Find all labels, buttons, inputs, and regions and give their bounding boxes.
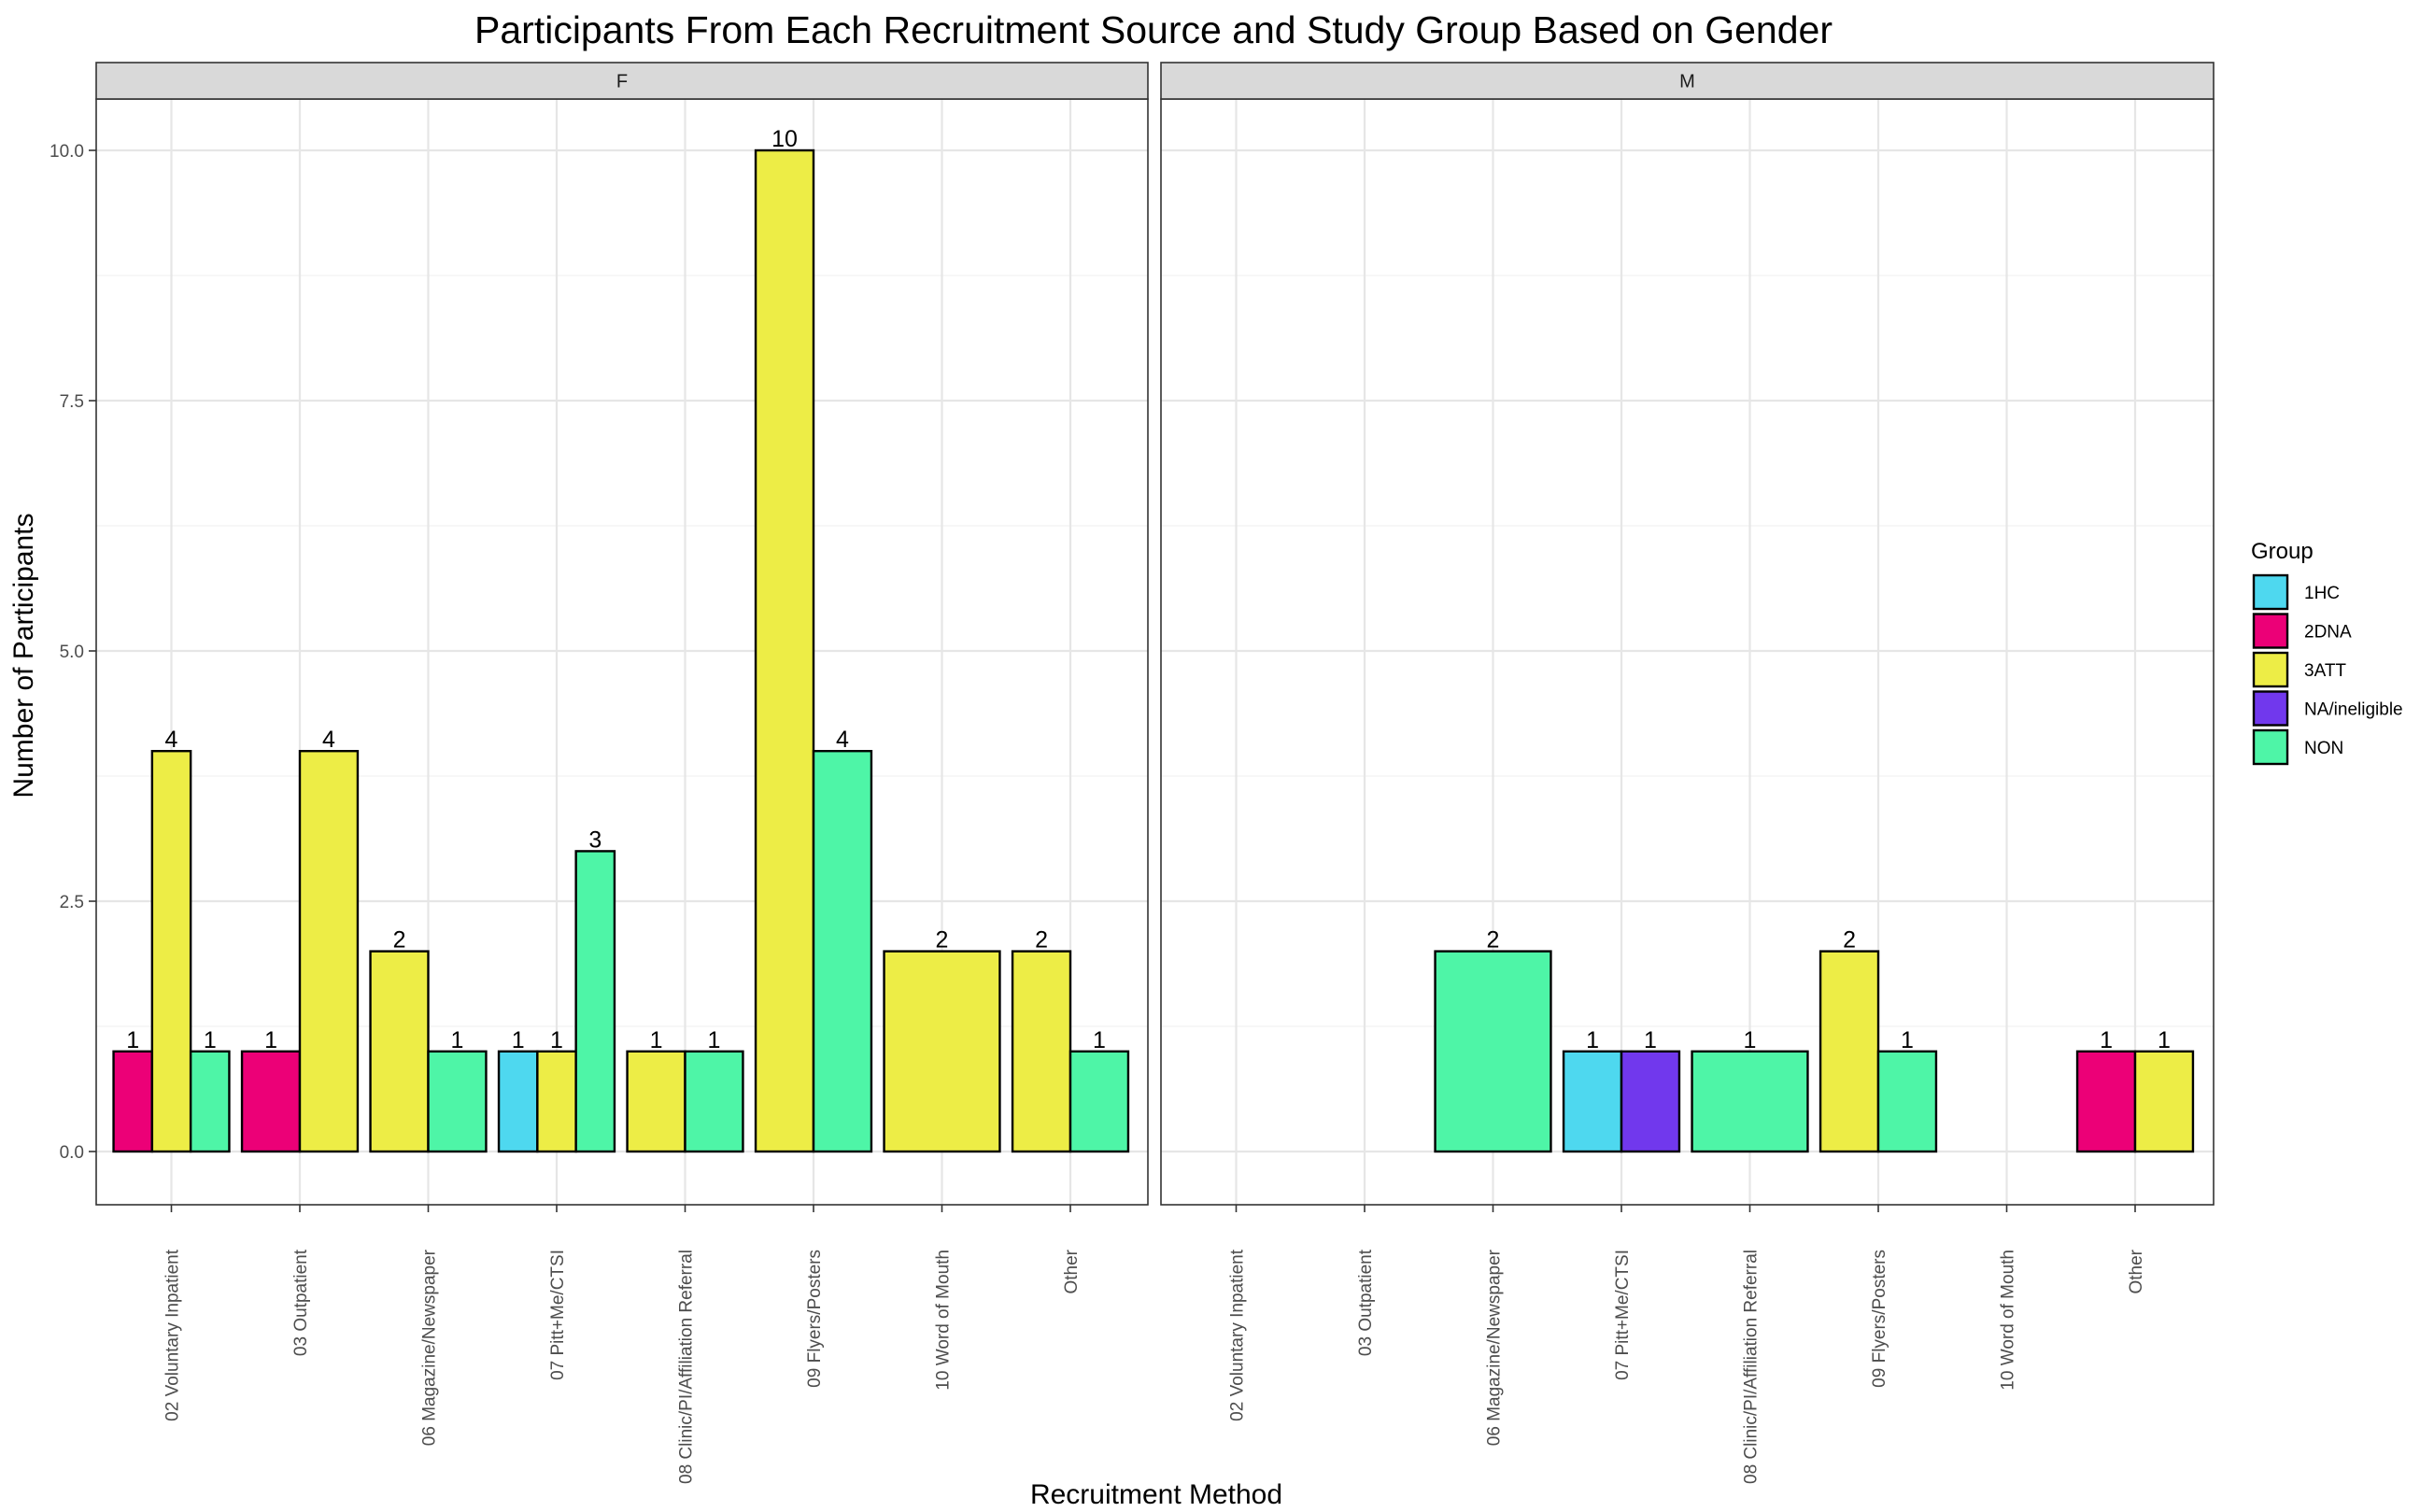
x-tick-label: 10 Word of Mouth	[1999, 1250, 2018, 1391]
x-tick-label: 07 Pitt+Me/CTSI	[1613, 1250, 1633, 1380]
legend-swatch-1hc	[2252, 573, 2289, 611]
bar-data-label: 1	[1901, 1027, 1914, 1053]
bar-data-label: 2	[936, 927, 949, 954]
bar-f-02-voluntary-inpatient-non	[189, 1050, 231, 1153]
y-tick-label: 7.5	[60, 392, 84, 412]
bar-f-other-non	[1068, 1050, 1130, 1153]
facet-strip-label: M	[1679, 72, 1695, 92]
bar-data-label: 2	[1843, 927, 1856, 954]
x-tick-label: 03 Outpatient	[1356, 1249, 1376, 1356]
legend-swatch-na-ineligible	[2252, 690, 2289, 727]
bar-f-02-voluntary-inpatient-2dna	[112, 1050, 154, 1153]
x-tick-label: 08 Clinic/PI/Affiliation Referral	[677, 1250, 697, 1484]
bar-data-label: 4	[165, 727, 178, 753]
legend-label-non: NON	[2304, 739, 2343, 758]
bar-data-label: 1	[126, 1027, 139, 1053]
facet-strip	[1160, 62, 2215, 100]
bar-m-08-clinic-pi-affiliation-referral-non	[1691, 1050, 1809, 1153]
x-axis-title: Recruitment Method	[1030, 1479, 1282, 1510]
bar-data-label: 1	[2158, 1027, 2171, 1053]
bar-m-09-flyers-posters-non	[1876, 1050, 1938, 1153]
bar-f-other-3att	[1011, 950, 1072, 1153]
x-tick-label: 06 Magazine/Newspaper	[1485, 1249, 1505, 1446]
facet-strip	[95, 62, 1149, 100]
bar-f-07-pitt-me-ctsi-3att	[536, 1050, 577, 1153]
x-tick-label: 10 Word of Mouth	[934, 1250, 954, 1391]
bar-data-label: 1	[1744, 1027, 1757, 1053]
bar-data-label: 1	[2100, 1027, 2113, 1053]
bar-data-label: 1	[650, 1027, 663, 1053]
x-tick-label: 07 Pitt+Me/CTSI	[548, 1250, 568, 1380]
bar-data-label: 4	[836, 727, 849, 753]
bar-data-label: 1	[204, 1027, 217, 1053]
bar-data-label: 1	[512, 1027, 525, 1053]
bar-data-label: 1	[451, 1027, 464, 1053]
y-tick-label: 0.0	[60, 1143, 84, 1163]
bar-f-06-magazine-newspaper-3att	[369, 950, 430, 1153]
x-tick-label: 02 Voluntary Inpatient	[163, 1249, 183, 1421]
bar-data-label: 1	[550, 1027, 563, 1053]
x-tick-label: Other	[1062, 1249, 1082, 1293]
bar-f-06-magazine-newspaper-non	[427, 1050, 488, 1153]
bar-data-label: 1	[1644, 1027, 1657, 1053]
bar-f-09-flyers-posters-3att	[754, 148, 815, 1153]
legend-title: Group	[2251, 539, 2314, 564]
legend-swatch-non	[2252, 728, 2289, 766]
facet-panel-m: 2 1 1 1 2 1 1 1 M 02 Voluntary Inpatient 03 Outpat…	[1160, 62, 2215, 1484]
x-tick-label: 08 Clinic/PI/Affiliation Referral	[1742, 1250, 1762, 1484]
legend-label-na-ineligible: NA/ineligible	[2304, 700, 2403, 720]
x-tick-label: 02 Voluntary Inpatient	[1228, 1249, 1248, 1421]
y-tick-label: 2.5	[60, 893, 84, 912]
bar-data-label: 2	[1487, 927, 1500, 954]
y-tick-label: 5.0	[60, 643, 84, 662]
bar-f-10-word-of-mouth-3att	[883, 950, 1001, 1153]
bar-f-03-outpatient-2dna	[240, 1050, 302, 1153]
x-tick-label: 09 Flyers/Posters	[1870, 1250, 1889, 1388]
legend-swatch-3att	[2252, 651, 2289, 688]
y-axis-title: Number of Participants	[8, 513, 39, 798]
bar-m-other-3att	[2133, 1050, 2195, 1153]
bar-data-label: 4	[322, 727, 335, 753]
bar-f-09-flyers-posters-non	[812, 750, 873, 1153]
bar-m-other-2dna	[2075, 1050, 2137, 1153]
bar-f-07-pitt-me-ctsi-non	[574, 850, 616, 1153]
x-tick-label: Other	[2127, 1249, 2146, 1293]
bar-data-label: 1	[1093, 1027, 1106, 1053]
bar-m-06-magazine-newspaper-non	[1434, 950, 1552, 1153]
legend-label-2dna: 2DNA	[2304, 623, 2352, 643]
legend: Group 1HC 2DNA 3ATT NA/ineligible NON	[2251, 539, 2403, 766]
bar-m-09-flyers-posters-3att	[1819, 950, 1880, 1153]
bar-f-03-outpatient-3att	[298, 750, 360, 1153]
bar-f-07-pitt-me-ctsi-1hc	[497, 1050, 539, 1153]
bar-data-label: 2	[393, 927, 406, 954]
y-tick-label: 10.0	[50, 142, 84, 162]
x-tick-label: 09 Flyers/Posters	[805, 1250, 825, 1388]
bar-f-08-clinic-pi-affiliation-referral-3att	[626, 1050, 686, 1153]
bar-data-label: 3	[588, 827, 601, 853]
legend-label-1hc: 1HC	[2304, 584, 2340, 603]
facet-strip-label: F	[616, 72, 628, 92]
bar-data-label: 1	[264, 1027, 277, 1053]
legend-label-3att: 3ATT	[2304, 661, 2346, 681]
bar-data-label: 1	[1586, 1027, 1599, 1053]
bar-data-label: 1	[708, 1027, 721, 1053]
legend-swatch-2dna	[2252, 613, 2289, 649]
bar-f-02-voluntary-inpatient-3att	[150, 750, 192, 1153]
x-tick-label: 06 Magazine/Newspaper	[420, 1249, 440, 1446]
bar-data-label: 2	[1035, 927, 1048, 954]
bar-m-07-pitt-me-ctsi-na-ineligible	[1620, 1050, 1681, 1153]
bar-m-07-pitt-me-ctsi-1hc	[1562, 1050, 1623, 1153]
x-tick-label: 03 Outpatient	[291, 1249, 311, 1356]
chart-title: Participants From Each Recruitment Sourc…	[474, 8, 1833, 51]
bar-f-08-clinic-pi-affiliation-referral-non	[684, 1050, 744, 1153]
bar-data-label: 10	[771, 126, 798, 152]
